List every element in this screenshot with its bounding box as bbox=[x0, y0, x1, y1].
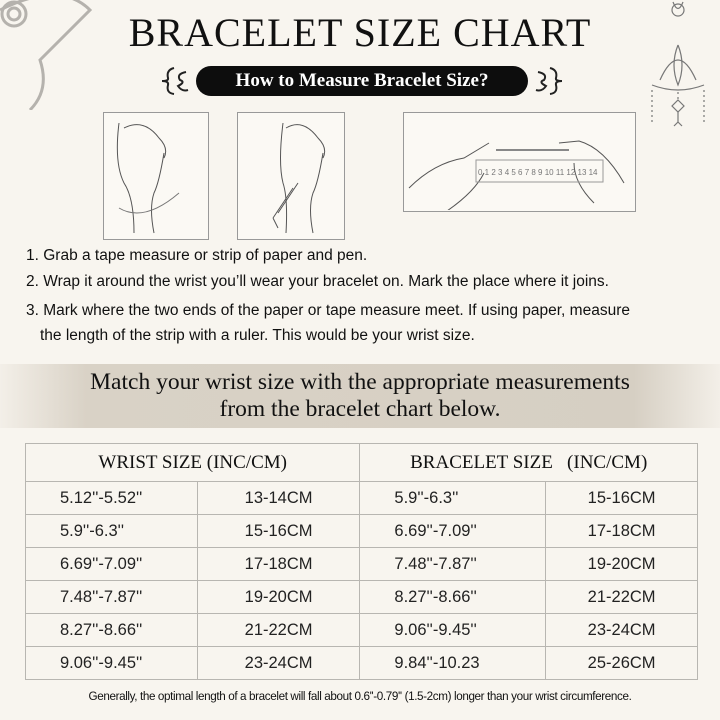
instruction-step-2: 2. Wrap it around the wrist you’ll wear … bbox=[26, 273, 609, 290]
flourish-left-icon bbox=[161, 67, 189, 95]
wrist-inch-cell: 5.12''-5.52'' bbox=[25, 481, 198, 515]
table-row: 5.9''-6.3'' 15-16CM 6.69''-7.09'' 17-18CM bbox=[25, 514, 698, 548]
bracelet-size-header: BRACELET SIZE (INC/CM) bbox=[359, 443, 698, 482]
wrist-inch-cell: 5.9''-6.3'' bbox=[25, 514, 198, 548]
table-row: 7.48''-7.87'' 19-20CM 8.27''-8.66'' 21-22CM bbox=[25, 580, 698, 614]
illustration-hand-wrap bbox=[103, 112, 209, 240]
ruler-hands-icon: 0 1 2 3 4 5 6 7 8 9 10 11 12 13 14 bbox=[408, 140, 625, 214]
wrist-cm-cell: 15-16CM bbox=[196, 514, 361, 548]
size-chart-table: WRIST SIZE (INC/CM) BRACELET SIZE (INC/C… bbox=[24, 443, 698, 680]
banner-line-2: from the bracelet chart below. bbox=[219, 396, 501, 422]
lotus-ornament-icon bbox=[0, 0, 93, 110]
bracelet-inch-cell: 9.06''-9.45'' bbox=[359, 613, 547, 647]
table-row: 6.69''-7.09'' 17-18CM 7.48''-7.87'' 19-20CM bbox=[25, 547, 698, 581]
wrist-inch-cell: 6.69''-7.09'' bbox=[25, 547, 198, 581]
table-row: 9.06''-9.45'' 23-24CM 9.84''-10.23 25-26CM bbox=[25, 646, 698, 680]
illustration-ruler: 0 1 2 3 4 5 6 7 8 9 10 11 12 13 14 bbox=[403, 112, 636, 214]
table-row: 8.27''-8.66'' 21-22CM 9.06''-9.45'' 23-24CM bbox=[25, 613, 698, 647]
hand-wrist-icon bbox=[116, 122, 180, 234]
bracelet-inch-cell: 6.69''-7.09'' bbox=[359, 514, 547, 548]
wrist-cm-cell: 19-20CM bbox=[196, 580, 361, 614]
footnote: Generally, the optimal length of a brace… bbox=[88, 689, 632, 703]
bracelet-inch-cell: 8.27''-8.66'' bbox=[359, 580, 547, 614]
hand-pen-icon bbox=[272, 122, 326, 234]
instruction-step-1: 1. Grab a tape measure or strip of paper… bbox=[26, 247, 368, 264]
ruler-numbers: 0 1 2 3 4 5 6 7 8 9 10 11 12 13 14 bbox=[478, 168, 598, 177]
bracelet-cm-cell: 25-26CM bbox=[545, 646, 698, 680]
banner: Match your wrist size with the appropria… bbox=[0, 364, 720, 428]
subtitle-pill: How to Measure Bracelet Size? bbox=[196, 66, 528, 96]
wrist-inch-cell: 9.06''-9.45'' bbox=[25, 646, 198, 680]
bracelet-cm-cell: 19-20CM bbox=[545, 547, 698, 581]
wrist-cm-cell: 23-24CM bbox=[196, 646, 361, 680]
wrist-cm-cell: 21-22CM bbox=[196, 613, 361, 647]
instruction-step-3: 3. Mark where the two ends of the paper … bbox=[26, 302, 630, 319]
bracelet-cm-cell: 17-18CM bbox=[545, 514, 698, 548]
wrist-cm-cell: 17-18CM bbox=[196, 547, 361, 581]
wrist-inch-cell: 8.27''-8.66'' bbox=[25, 613, 198, 647]
hanging-lotus-ornament-icon bbox=[651, 1, 705, 127]
page-title: BRACELET SIZE CHART bbox=[128, 10, 592, 55]
banner-line-1: Match your wrist size with the appropria… bbox=[90, 369, 630, 395]
table-row: 5.12''-5.52'' 13-14CM 5.9''-6.3'' 15-16CM bbox=[25, 481, 698, 515]
bracelet-cm-cell: 15-16CM bbox=[545, 481, 698, 515]
table-header-row: WRIST SIZE (INC/CM) BRACELET SIZE (INC/C… bbox=[24, 443, 698, 482]
bracelet-inch-cell: 5.9''-6.3'' bbox=[359, 481, 547, 515]
flourish-right-icon bbox=[535, 67, 563, 95]
wrist-cm-cell: 13-14CM bbox=[196, 481, 361, 515]
bracelet-cm-cell: 21-22CM bbox=[545, 580, 698, 614]
illustration-hand-mark bbox=[237, 112, 345, 240]
bracelet-inch-cell: 7.48''-7.87'' bbox=[359, 547, 547, 581]
bracelet-cm-cell: 23-24CM bbox=[545, 613, 698, 647]
bracelet-inch-cell: 9.84''-10.23 bbox=[359, 646, 547, 680]
instruction-step-3-cont: the length of the strip with a ruler. Th… bbox=[40, 327, 475, 344]
wrist-inch-cell: 7.48''-7.87'' bbox=[25, 580, 198, 614]
wrist-size-header: WRIST SIZE (INC/CM) bbox=[24, 443, 361, 482]
